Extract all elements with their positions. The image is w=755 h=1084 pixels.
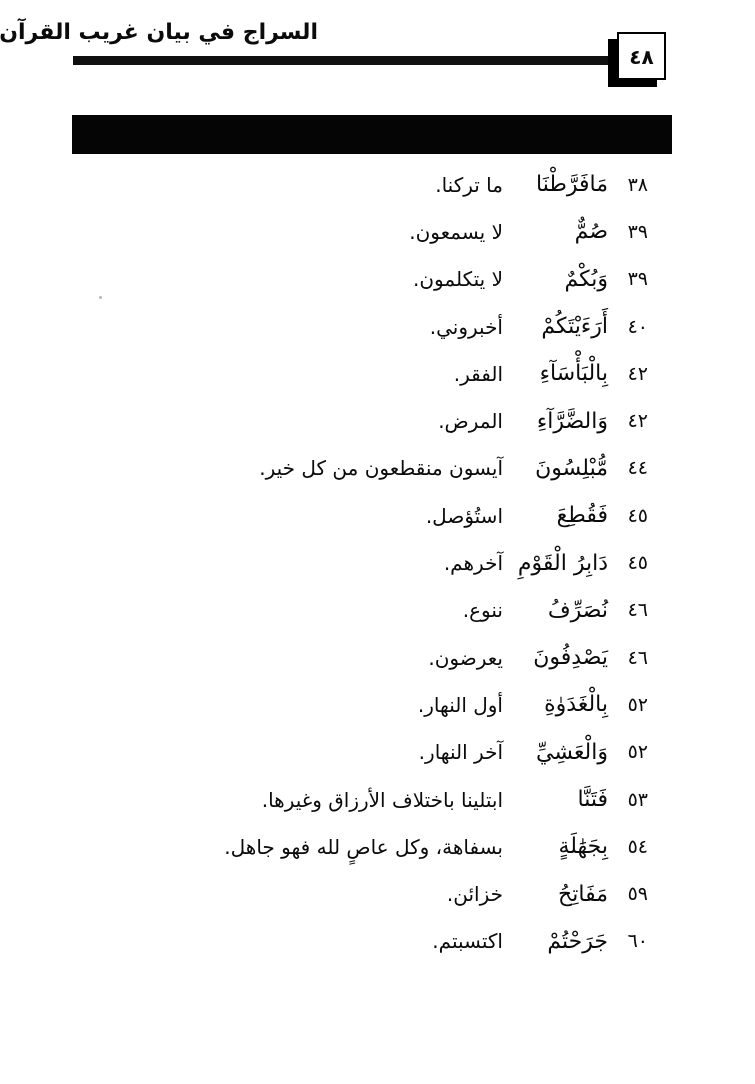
word-meaning: لا يسمعون.	[409, 219, 503, 244]
word-meaning: ابتلينا باختلاف الأرزاق وغيرها.	[261, 787, 503, 812]
table-row: ٥٩ مَفَاتِحُ خزائن.	[86, 870, 648, 917]
word-meaning: استُؤصل.	[425, 503, 503, 528]
verse-number: ٤٥	[627, 552, 648, 575]
word-meaning: الفقر.	[453, 361, 503, 386]
quran-word: نُصَرِّفُ	[547, 597, 608, 623]
verse-number: ٤٦	[627, 646, 648, 669]
table-row: ٤٤ مُّبْلِسُونَ آيسون منقطعون من كل خير.	[86, 445, 648, 492]
word-meaning: أخبروني.	[429, 314, 503, 339]
word-meaning: خزائن.	[446, 882, 503, 907]
verse-number: ٤٢	[627, 362, 648, 385]
word-meaning: ما تركنا.	[435, 172, 503, 197]
quran-word: مَافَرَّطْنَا	[536, 172, 608, 198]
quran-word: وَالضَّرَّآءِ	[536, 408, 608, 434]
table-row: ٣٩ وَبُكْمٌ لا يتكلمون.	[86, 256, 648, 303]
quran-word: مُّبْلِسُونَ	[535, 455, 608, 481]
word-meaning: المرض.	[438, 409, 503, 434]
word-meaning: آخر النهار.	[418, 740, 503, 765]
verse-number: ٤٦	[627, 599, 648, 622]
word-meaning: يعرضون.	[428, 645, 503, 670]
quran-word: فَتَنَّا	[577, 787, 609, 812]
verse-number: ٤٠	[627, 315, 648, 338]
header-divider-rule	[73, 56, 611, 65]
table-row: ٤٢ بِالْبَأْسَآءِ الفقر.	[86, 350, 648, 397]
quran-word: بِالْبَأْسَآءِ	[539, 361, 608, 387]
word-meaning: آخرهم.	[443, 551, 503, 576]
quran-word: مَفَاتِحُ	[558, 881, 608, 907]
word-meaning: لا يتكلمون.	[413, 267, 503, 292]
table-row: ٤٢ وَالضَّرَّآءِ المرض.	[86, 397, 648, 444]
quran-word: بِالْغَدَوٰةِ	[544, 692, 608, 718]
book-title: السراج في بيان غريب القرآن	[0, 20, 318, 45]
table-row: ٤٦ نُصَرِّفُ ننوع.	[86, 587, 648, 634]
verse-number: ٣٩	[627, 268, 648, 291]
glossary-table: ٣٨ مَافَرَّطْنَا ما تركنا. ٣٩ صُمٌّ لا ي…	[86, 161, 648, 965]
table-row: ٤٥ فَقُطِعَ استُؤصل.	[86, 492, 648, 539]
quran-word: بِجَهَٰلَةٍ	[558, 834, 608, 860]
word-meaning: بسفاهة، وكل عاصٍ لله فهو جاهل.	[224, 834, 503, 859]
table-row: ٥٣ فَتَنَّا ابتلينا باختلاف الأرزاق وغير…	[86, 776, 648, 823]
verse-number: ٥٩	[627, 883, 648, 906]
verse-number: ٤٤	[627, 457, 648, 480]
verse-number: ٣٨	[627, 173, 648, 196]
table-row: ٥٢ بِالْغَدَوٰةِ أول النهار.	[86, 681, 648, 728]
page-number-box: ٤٨	[617, 32, 666, 80]
verse-number: ٣٩	[627, 220, 648, 243]
quran-word: دَابِرُ الْقَوْمِ	[517, 550, 608, 576]
verse-number: ٥٣	[627, 788, 648, 811]
word-meaning: ننوع.	[462, 598, 503, 623]
quran-word: صُمٌّ	[574, 219, 608, 245]
table-row: ٥٢ وَالْعَشِيِّ آخر النهار.	[86, 729, 648, 776]
verse-number: ٥٢	[627, 693, 648, 716]
page-number: ٤٨	[629, 45, 654, 69]
table-row: ٤٥ دَابِرُ الْقَوْمِ آخرهم.	[86, 539, 648, 586]
verse-number: ٤٥	[627, 504, 648, 527]
section-banner	[72, 115, 672, 154]
table-row: ٤٦ يَصْدِفُونَ يعرضون.	[86, 634, 648, 681]
table-row: ٤٠ أَرَءَيْتَكُمْ أخبروني.	[86, 303, 648, 350]
word-meaning: اكتسبتم.	[432, 929, 503, 954]
verse-number: ٦٠	[627, 930, 648, 953]
quran-word: يَصْدِفُونَ	[533, 645, 608, 671]
word-meaning: آيسون منقطعون من كل خير.	[259, 456, 503, 481]
table-row: ٦٠ جَرَحْتُمْ اكتسبتم.	[86, 918, 648, 965]
quran-word: فَقُطِعَ	[556, 503, 608, 529]
table-row: ٥٤ بِجَهَٰلَةٍ بسفاهة، وكل عاصٍ لله فهو …	[86, 823, 648, 870]
table-row: ٣٨ مَافَرَّطْنَا ما تركنا.	[86, 161, 648, 208]
quran-word: أَرَءَيْتَكُمْ	[541, 314, 608, 340]
quran-word: وَبُكْمٌ	[564, 266, 608, 292]
scan-speck	[99, 296, 102, 299]
verse-number: ٥٤	[627, 835, 648, 858]
quran-word: وَالْعَشِيِّ	[535, 739, 608, 765]
verse-number: ٥٢	[627, 741, 648, 764]
verse-number: ٤٢	[627, 410, 648, 433]
quran-word: جَرَحْتُمْ	[547, 928, 608, 954]
word-meaning: أول النهار.	[417, 692, 503, 717]
table-row: ٣٩ صُمٌّ لا يسمعون.	[86, 208, 648, 255]
